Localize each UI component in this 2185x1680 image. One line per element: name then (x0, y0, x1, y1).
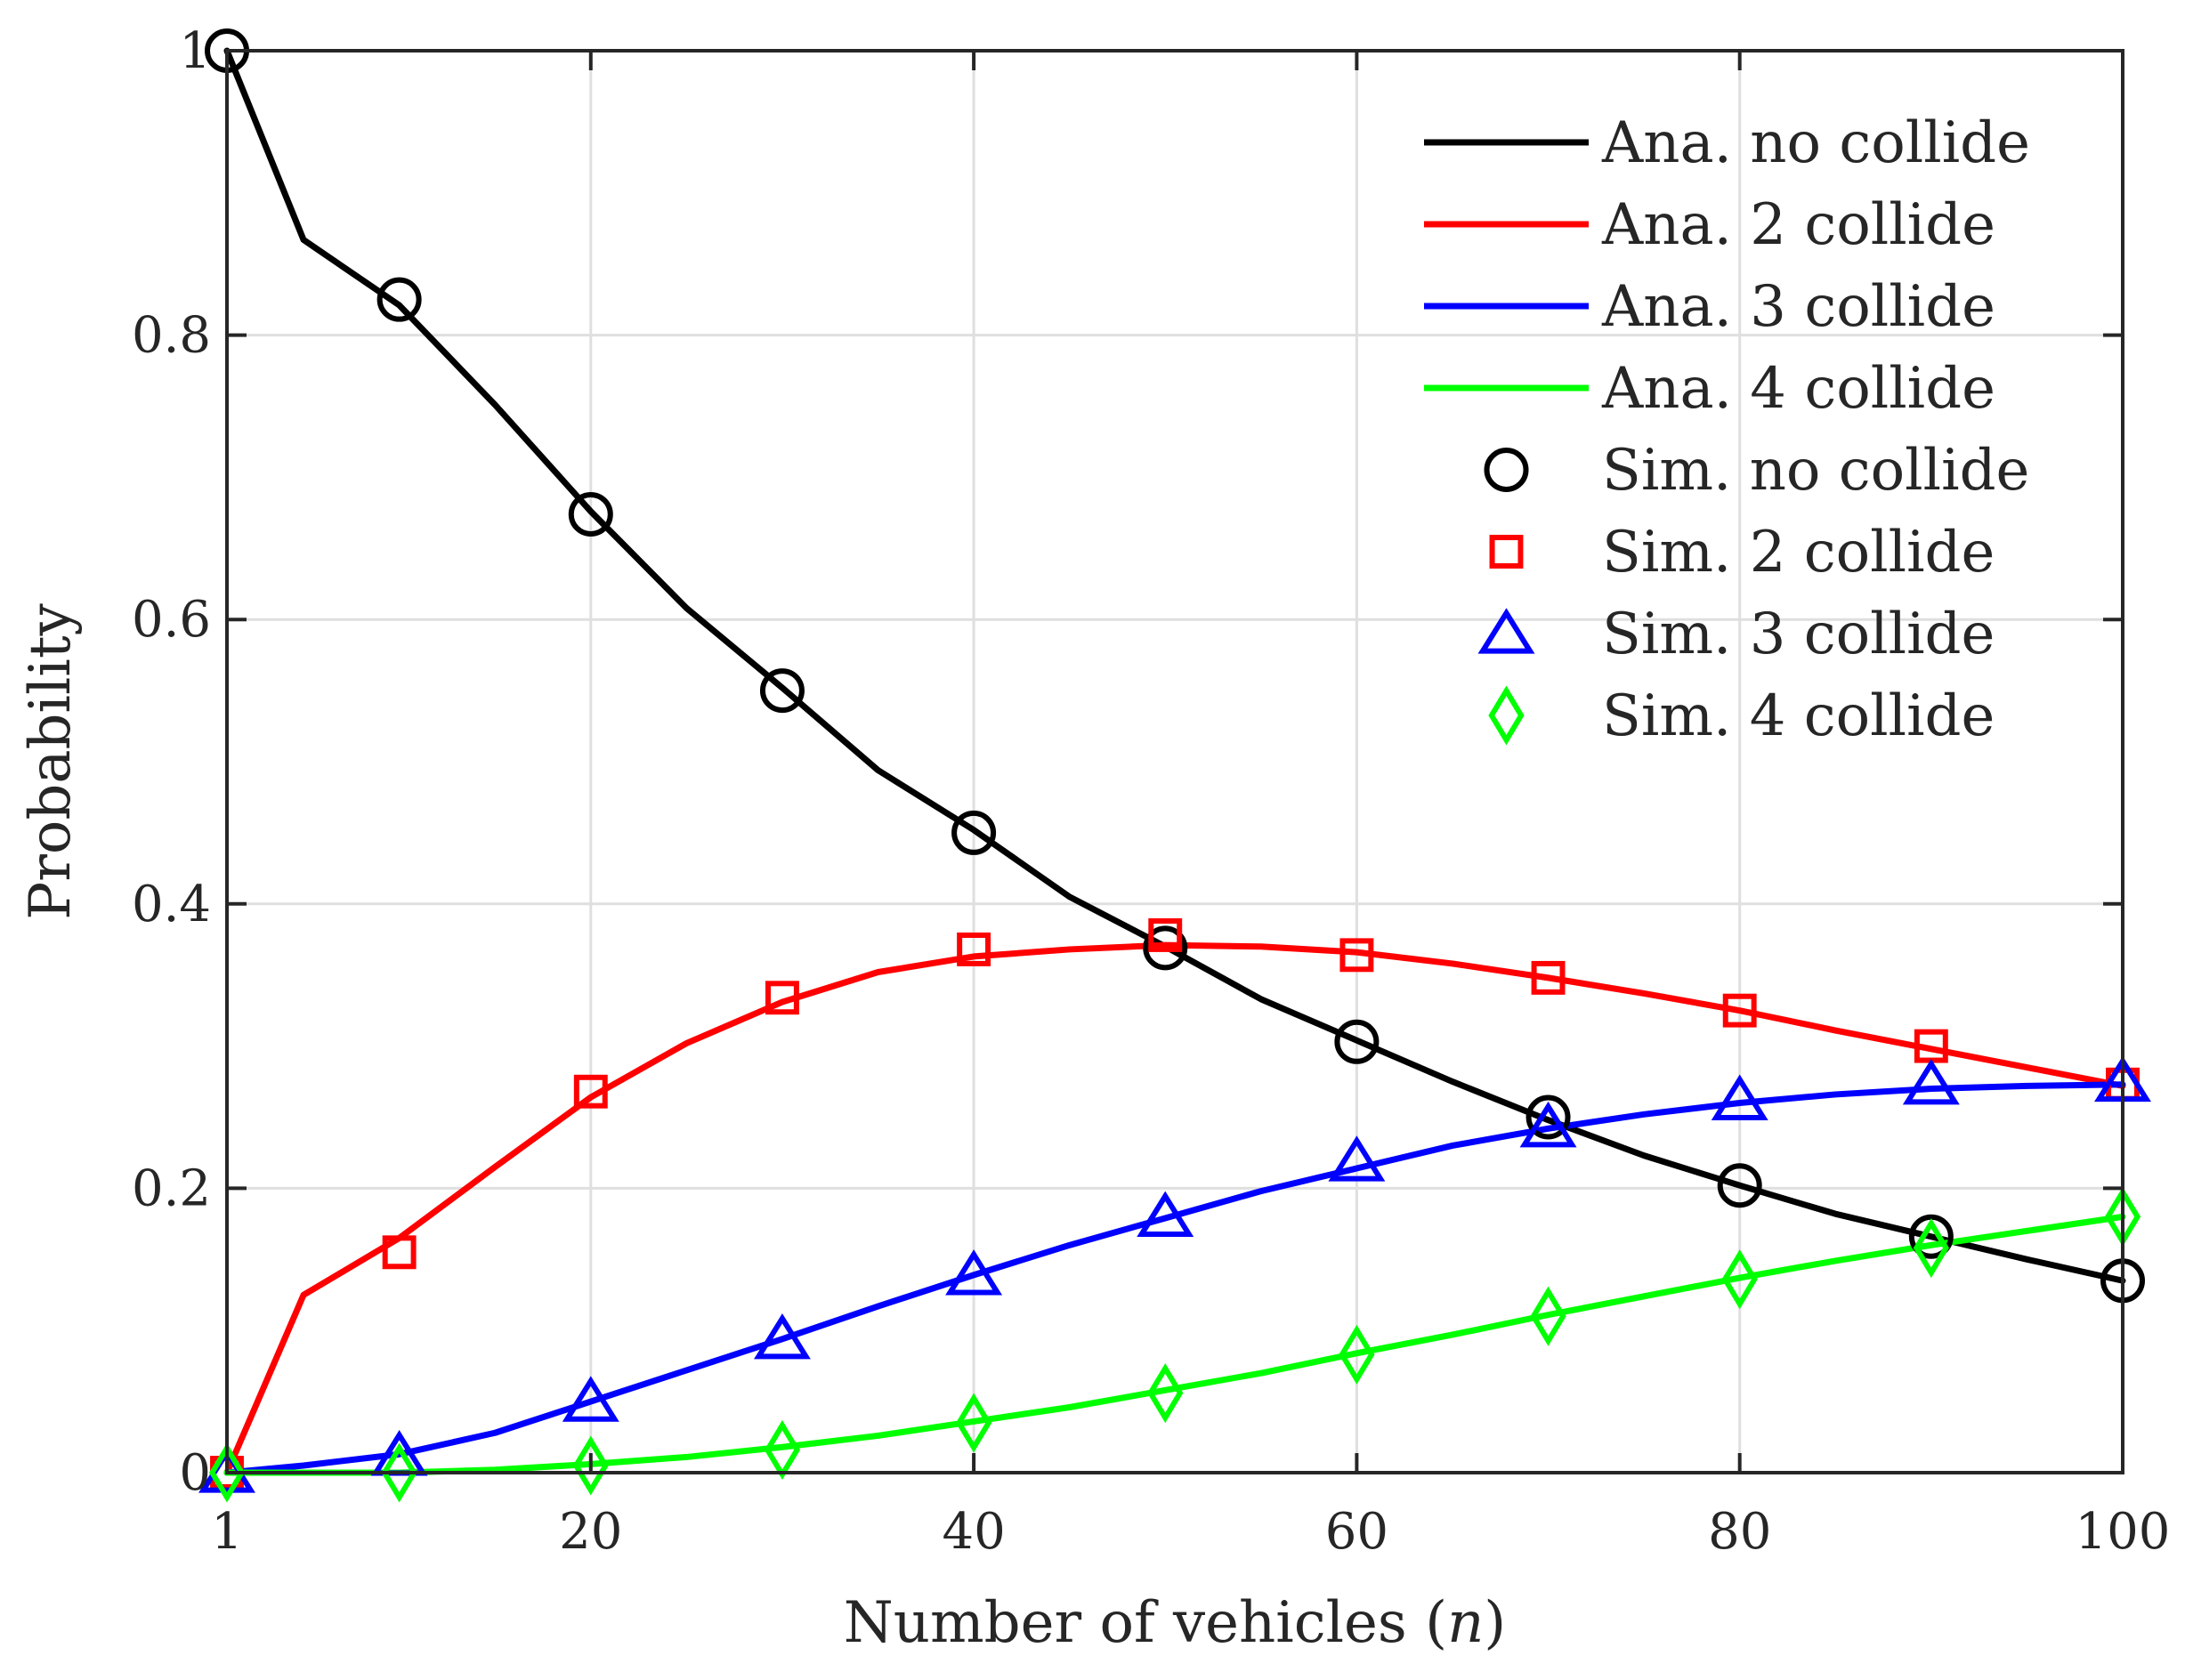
x-tick-label: 80 (1708, 1503, 1771, 1561)
series-line-ana-2-collide (223, 941, 2126, 1476)
x-tick-label: 40 (942, 1503, 1005, 1561)
data-point-sim-3-collide-40 (945, 1249, 1003, 1296)
data-point-sim-no-collide-30 (759, 668, 805, 714)
legend-item-sim-4-collide: Sim. 4 collide (1488, 683, 1995, 749)
legend-label: Ana. 2 collide (1601, 192, 1995, 258)
series-line-ana-4-collide (223, 1213, 2126, 1476)
data-point-sim-4-collide-60 (1339, 1324, 1375, 1385)
legend-item-ana-2-collide: Ana. 2 collide (1424, 192, 1995, 258)
y-tick-label: 0 (179, 1444, 211, 1502)
data-point-sim-2-collide-80 (1722, 993, 1757, 1028)
data-point-sim-2-collide-50 (1148, 918, 1183, 952)
series-line-ana-3-collide (223, 1081, 2126, 1476)
data-point-sim-4-collide-80 (1721, 1249, 1758, 1310)
legend-marker-swatch (1484, 448, 1529, 492)
y-tick-label: 0.6 (132, 591, 211, 649)
legend-item-sim-no-collide: Sim. no collide (1484, 438, 2029, 504)
data-point-sim-no-collide-40 (951, 810, 997, 855)
data-point-sim-2-collide-60 (1339, 938, 1374, 973)
plot-frame (225, 49, 2124, 1474)
legend-item-sim-3-collide: Sim. 3 collide (1477, 602, 1995, 667)
y-tick-label: 1 (179, 22, 211, 80)
legend-label: Ana. no collide (1601, 110, 2030, 176)
legend-label: Sim. 4 collide (1602, 683, 1995, 749)
data-point-sim-no-collide-10 (376, 277, 422, 322)
data-point-sim-4-collide-40 (955, 1393, 992, 1453)
data-point-sim-3-collide-90 (1902, 1058, 1960, 1105)
legend-item-ana-3-collide: Ana. 3 collide (1424, 274, 1995, 340)
data-point-sim-3-collide-50 (1137, 1191, 1194, 1237)
legend-label: Sim. no collide (1602, 438, 2029, 504)
legend-marker-swatch (1489, 535, 1524, 569)
data-point-sim-3-collide-30 (753, 1313, 811, 1360)
legend-item-ana-4-collide: Ana. 4 collide (1424, 356, 1995, 422)
axis-ticks: 1 20 40 60 80 100 0 0.2 0.4 0.6 0.8 1 (132, 22, 2171, 1561)
data-point-sim-3-collide-80 (1711, 1074, 1768, 1120)
data-point-sim-3-collide-20 (562, 1376, 619, 1422)
data-point-sim-2-collide-10 (382, 1235, 417, 1270)
data-point-sim-3-collide-60 (1328, 1135, 1386, 1182)
legend-label: Sim. 3 collide (1602, 602, 1995, 667)
data-point-sim-4-collide-70 (1530, 1286, 1566, 1346)
data-point-sim-2-collide-30 (765, 981, 799, 1015)
data-point-sim-2-collide-20 (573, 1074, 608, 1109)
data-point-sim-3-collide-70 (1519, 1101, 1577, 1148)
data-point-sim-no-collide-60 (1334, 1019, 1380, 1064)
data-point-sim-4-collide-1 (208, 1442, 246, 1503)
x-tick-label: 1 (211, 1503, 243, 1561)
legend: Ana. no collide Ana. 2 collide Ana. 3 coll… (1424, 110, 2030, 749)
legend-label: Sim. 2 collide (1602, 520, 1995, 586)
x-tick-label: 100 (2076, 1503, 2171, 1561)
y-tick-label: 0.2 (132, 1159, 211, 1217)
legend-label: Ana. 3 collide (1601, 274, 1995, 340)
y-tick-label: 0.4 (132, 876, 211, 933)
data-point-sim-no-collide-90 (1908, 1214, 1954, 1259)
data-point-sim-no-collide-80 (1717, 1163, 1762, 1208)
y-axis-label: Probability (18, 603, 84, 920)
data-point-sim-4-collide-50 (1147, 1362, 1184, 1424)
legend-label: Ana. 4 collide (1601, 356, 1995, 422)
data-point-sim-4-collide-10 (381, 1442, 417, 1503)
x-tick-label: 60 (1325, 1503, 1388, 1561)
y-tick-label: 0.8 (132, 307, 211, 365)
series-markers-sim-4-collide (208, 1186, 2141, 1503)
legend-item-sim-2-collide: Sim. 2 collide (1489, 520, 1995, 586)
series-markers-sim-3-collide (198, 1055, 2151, 1493)
data-point-sim-no-collide-20 (568, 491, 613, 537)
data-point-sim-2-collide-70 (1531, 960, 1566, 995)
data-point-sim-4-collide-90 (1913, 1217, 1949, 1279)
data-point-sim-2-collide-40 (957, 932, 991, 966)
legend-item-ana-no-collide: Ana. no collide (1424, 110, 2030, 176)
data-point-sim-4-collide-20 (572, 1435, 609, 1496)
grid (227, 51, 2123, 1473)
legend-marker-swatch (1477, 608, 1535, 654)
data-point-sim-4-collide-30 (764, 1419, 801, 1480)
x-tick-label: 20 (559, 1503, 622, 1561)
data-point-sim-no-collide-50 (1143, 925, 1188, 971)
legend-marker-swatch (1488, 685, 1525, 746)
x-axis-label: Number of vehicles (n) (844, 1590, 1507, 1656)
data-point-sim-no-collide-70 (1525, 1094, 1571, 1140)
